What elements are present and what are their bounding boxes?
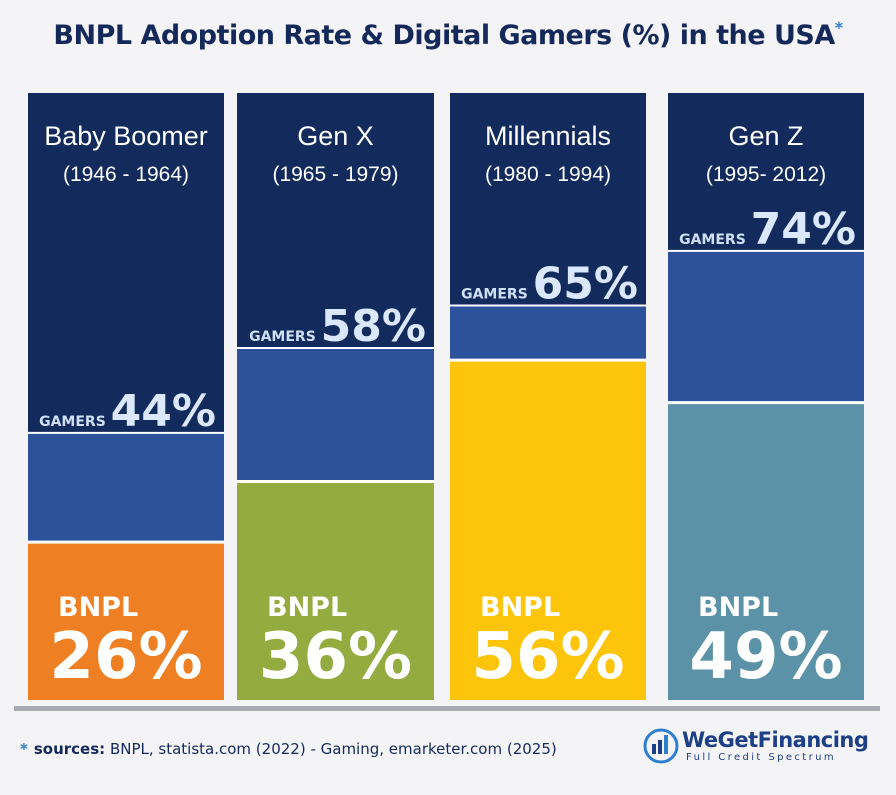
logo-wordmark: WeGetFinancing [682,728,869,752]
sources-asterisk: * [20,740,28,758]
gamers-value-baby-boomer: 44% [111,386,216,437]
gamers-value-gen-z: 74% [751,204,856,255]
logo-tagline: Full Credit Spectrum [686,752,836,763]
category-name-gen-x: Gen X [297,121,374,151]
bnpl-series-name-gen-z: BNPL [698,592,778,623]
category-years-baby-boomer: (1946 - 1964) [63,163,189,186]
sources-text: BNPL, statista.com (2022) - Gaming, emar… [109,740,557,758]
gamers-series-name-millennials: GAMERS [461,286,533,302]
chart-title-text: BNPL Adoption Rate & Digital Gamers (%) … [53,20,835,51]
gamers-series-name-gen-x: GAMERS [249,329,321,345]
gamers-series-name-baby-boomer: GAMERS [39,414,111,430]
title-asterisk: * [834,18,843,37]
bnpl-value-baby-boomer: 26% [49,620,202,694]
gamers-label-baby-boomer: GAMERS 44% [39,386,216,437]
bnpl-series-name-millennials: BNPL [480,592,560,623]
chart-title: BNPL Adoption Rate & Digital Gamers (%) … [0,18,896,51]
chart-baseline [14,706,880,711]
bnpl-value-millennials: 56% [471,620,624,694]
gamers-value-millennials: 65% [533,258,638,309]
bnpl-series-name-gen-x: BNPL [267,592,347,623]
gamers-label-gen-x: GAMERS 58% [249,301,426,352]
bnpl-bar-gen-x [237,481,434,700]
bnpl-series-name-baby-boomer: BNPL [58,592,138,623]
logo: WeGetFinancing Full Credit Spectrum [642,722,882,770]
category-name-baby-boomer: Baby Boomer [44,121,208,151]
gamers-label-gen-z: GAMERS 74% [679,204,856,255]
sources-label: sources: [33,740,106,758]
category-name-gen-z: Gen Z [728,121,803,151]
category-years-gen-x: (1965 - 1979) [272,163,398,186]
bnpl-bar-millennials [450,360,646,700]
category-years-gen-z: (1995- 2012) [706,163,826,186]
bnpl-bar-baby-boomer [28,542,224,700]
bnpl-bar-gen-z [668,402,864,700]
gamers-label-millennials: GAMERS 65% [461,258,638,309]
gamers-value-gen-x: 58% [321,301,426,352]
category-name-millennials: Millennials [485,121,611,151]
bnpl-value-gen-x: 36% [259,620,412,694]
category-years-millennials: (1980 - 1994) [485,163,611,186]
sources-note: * sources: BNPL, statista.com (2022) - Ga… [20,740,557,758]
gamers-series-name-gen-z: GAMERS [679,232,751,248]
logo-mark-icon [643,728,679,764]
bnpl-value-gen-z: 49% [689,620,842,694]
